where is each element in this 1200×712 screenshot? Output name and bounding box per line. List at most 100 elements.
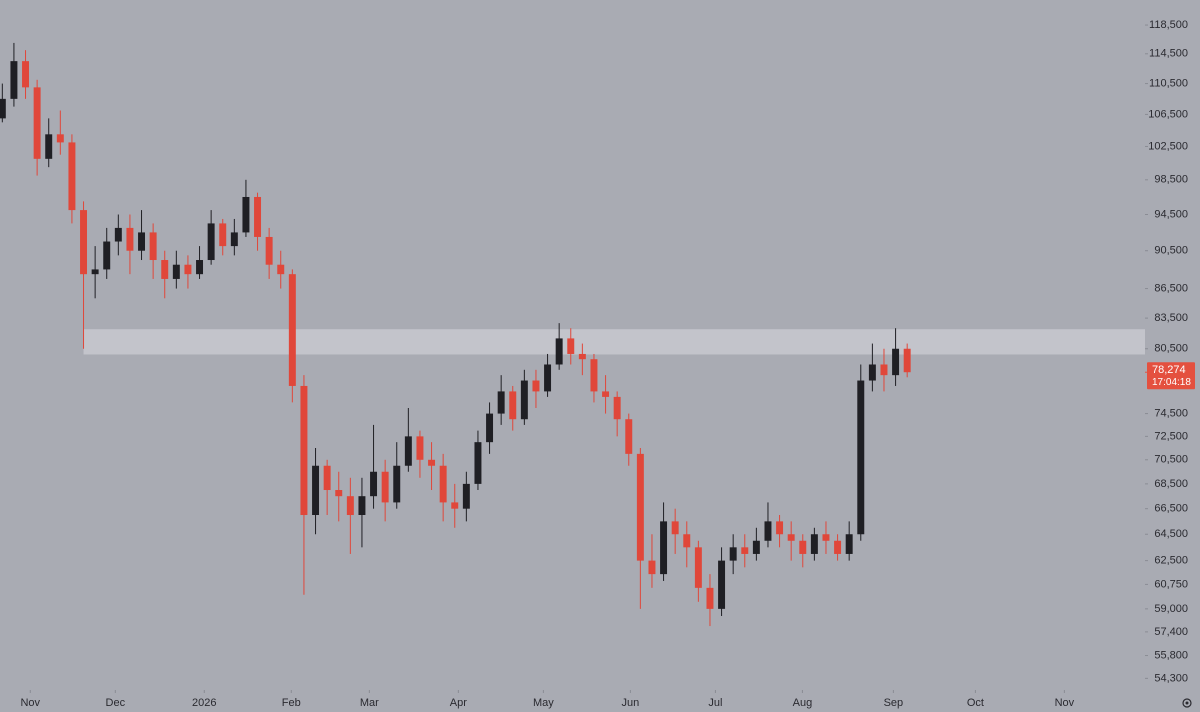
y-tick-label: 90,500 xyxy=(1154,245,1188,257)
candle-body xyxy=(648,560,656,575)
y-tick-label: 70,500 xyxy=(1154,454,1188,466)
candle-body xyxy=(567,338,575,354)
candle-body xyxy=(323,465,331,491)
candle-body xyxy=(451,502,459,509)
x-tick-label: Dec xyxy=(106,697,126,709)
candle-body xyxy=(578,353,586,360)
candle-body xyxy=(729,547,737,561)
candle-body xyxy=(358,496,366,516)
y-tick-label: 83,500 xyxy=(1154,312,1188,324)
y-tick-label: 86,500 xyxy=(1154,282,1188,294)
candle-body xyxy=(741,547,749,554)
candle-body xyxy=(625,419,633,454)
candle-body xyxy=(845,534,853,554)
candle-body xyxy=(404,436,412,466)
candle-body xyxy=(868,364,876,381)
candle-body xyxy=(799,540,807,554)
candle-body xyxy=(346,496,354,516)
price-label: 78,274 xyxy=(1152,364,1186,376)
candle-body xyxy=(834,540,842,554)
y-tick-label: 114,500 xyxy=(1149,48,1188,60)
candle-body xyxy=(752,540,760,554)
y-tick-label: 106,500 xyxy=(1148,108,1188,120)
candle-body xyxy=(393,465,401,503)
candle-body xyxy=(91,269,99,275)
x-tick-label: May xyxy=(533,697,554,709)
candle-body xyxy=(462,483,470,509)
y-tick-label: 102,500 xyxy=(1148,140,1188,152)
x-tick-label: Aug xyxy=(793,697,813,709)
x-tick-label: Apr xyxy=(450,697,467,709)
x-tick-label: Feb xyxy=(282,697,301,709)
x-tick-label: 2026 xyxy=(192,697,216,709)
candle-body xyxy=(80,210,88,275)
candle-body xyxy=(242,196,250,233)
y-tick-label: 66,500 xyxy=(1154,503,1188,515)
countdown: 17:04:18 xyxy=(1152,377,1191,388)
candle-body xyxy=(138,232,146,251)
x-tick-label: Jul xyxy=(708,697,722,709)
candle-body xyxy=(265,236,273,265)
candle-body xyxy=(439,465,447,503)
candle-body xyxy=(474,442,482,484)
y-tick-label: 55,800 xyxy=(1154,649,1188,661)
candle-body xyxy=(381,471,389,503)
candle-body xyxy=(660,521,668,575)
y-tick-label: 94,500 xyxy=(1154,208,1188,220)
candle-body xyxy=(184,264,192,275)
settings-icon[interactable] xyxy=(1182,698,1192,708)
candle-body xyxy=(114,227,122,242)
candle-body xyxy=(613,396,621,420)
x-tick-label: Jun xyxy=(622,697,640,709)
candle-body xyxy=(10,61,18,99)
x-tick-label: Oct xyxy=(967,697,984,709)
price-label-box xyxy=(1147,362,1195,390)
candle-body xyxy=(486,413,494,443)
candle-body xyxy=(822,534,830,541)
candle-body xyxy=(544,364,552,392)
y-tick-label: 72,500 xyxy=(1154,430,1188,442)
candle-body xyxy=(694,547,702,588)
price-zone xyxy=(83,329,1145,355)
candle-body xyxy=(555,338,563,365)
candle-body xyxy=(254,196,262,237)
candle-body xyxy=(300,385,308,516)
candle-body xyxy=(335,490,343,497)
candle-body xyxy=(0,98,6,119)
y-tick-label: 110,500 xyxy=(1149,77,1188,89)
x-tick-label: Sep xyxy=(884,697,904,709)
candle-body xyxy=(288,274,296,386)
candle-body xyxy=(68,142,76,211)
candle-body xyxy=(787,534,795,541)
candle-body xyxy=(22,61,30,88)
candle-body xyxy=(161,260,169,279)
y-tick-label: 59,000 xyxy=(1154,603,1188,615)
candle-body xyxy=(520,380,528,420)
candle-body xyxy=(45,134,53,159)
y-tick-label: 60,750 xyxy=(1154,578,1188,590)
y-tick-label: 68,500 xyxy=(1154,478,1188,490)
candle-body xyxy=(509,391,517,420)
candle-body xyxy=(706,587,714,609)
candle-body xyxy=(683,534,691,548)
candle-body xyxy=(718,560,726,609)
candle-body xyxy=(892,348,900,376)
candle-body xyxy=(903,348,911,373)
candle-body xyxy=(532,380,540,392)
x-tick-label: Nov xyxy=(20,697,40,709)
y-tick-label: 74,500 xyxy=(1154,407,1188,419)
candle-body xyxy=(277,264,285,275)
candle-body xyxy=(428,459,436,466)
y-tick-label: 64,500 xyxy=(1154,528,1188,540)
candle-body xyxy=(196,260,204,275)
candle-body xyxy=(33,87,41,159)
y-tick-label: 98,500 xyxy=(1154,174,1188,186)
y-tick-label: 62,500 xyxy=(1154,555,1188,567)
y-tick-label: 118,500 xyxy=(1149,19,1188,31)
candle-body xyxy=(857,380,865,535)
plot-area xyxy=(0,42,1145,627)
y-tick-label: 80,500 xyxy=(1154,343,1188,355)
candle-body xyxy=(497,391,505,414)
